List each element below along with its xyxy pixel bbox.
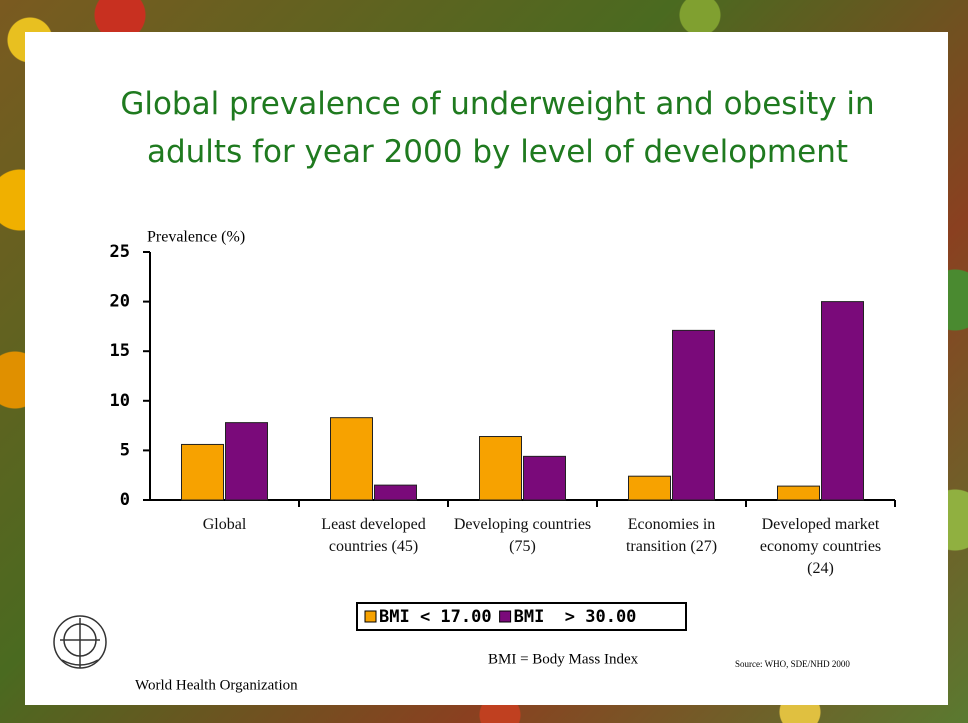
chart: Prevalence (%) World Health Organization… [0, 0, 968, 723]
y-tick-label: 15 [110, 341, 130, 361]
who-logo [54, 616, 106, 668]
bar [480, 437, 522, 500]
bar [629, 476, 671, 500]
x-tick-label: Developed market economy countries (24) [751, 514, 891, 580]
slide: Global prevalence of underweight and obe… [0, 0, 968, 723]
bar [524, 456, 566, 500]
bar [331, 418, 373, 500]
x-tick-label: Global [155, 514, 295, 536]
y-axis-label: Prevalence (%) [147, 229, 245, 246]
x-tick-label: Developing countries (75) [453, 514, 593, 558]
y-tick-label: 25 [110, 242, 130, 262]
y-tick-label: 10 [110, 391, 130, 411]
y-tick-label: 5 [120, 440, 130, 460]
legend-swatch [365, 611, 376, 622]
bar [226, 423, 268, 500]
bar [673, 330, 715, 500]
source: Source: WHO, SDE/NHD 2000 [735, 659, 850, 669]
note: BMI = Body Mass Index [488, 651, 639, 667]
legend-label: BMI > 30.00 [514, 607, 637, 627]
bar [375, 485, 417, 500]
x-tick-label: Economies in transition (27) [602, 514, 742, 558]
organization: World Health Organization [135, 677, 298, 693]
bar [182, 444, 224, 500]
legend-label: BMI < 17.00 [379, 607, 492, 627]
bar [778, 486, 820, 500]
y-tick-label: 20 [110, 292, 130, 312]
bar [822, 302, 864, 500]
y-tick-label: 0 [120, 490, 130, 510]
x-tick-label: Least developed countries (45) [304, 514, 444, 558]
legend-swatch [500, 611, 511, 622]
